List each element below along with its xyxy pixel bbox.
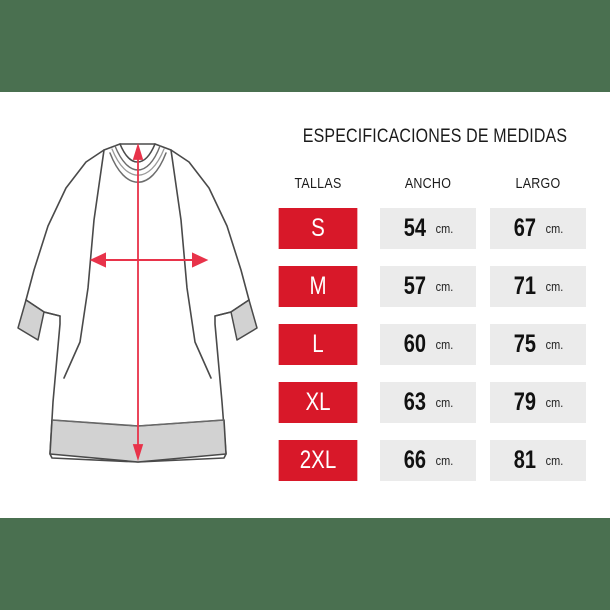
ancho-number: 60 bbox=[403, 330, 427, 358]
largo-number: 75 bbox=[513, 330, 537, 358]
ancho-unit: cm. bbox=[435, 221, 454, 236]
ancho-value-cell: 60 cm. bbox=[380, 324, 476, 365]
largo-value-cell: 79 cm. bbox=[490, 382, 586, 423]
top-letterbox-band bbox=[0, 0, 610, 92]
ancho-value-cell: 57 cm. bbox=[380, 266, 476, 307]
largo-number: 79 bbox=[513, 388, 537, 416]
size-badge[interactable]: M bbox=[278, 266, 358, 307]
largo-number: 67 bbox=[513, 214, 537, 242]
largo-value-cell: 81 cm. bbox=[490, 440, 586, 481]
largo-unit: cm. bbox=[545, 221, 564, 236]
bottom-letterbox-band bbox=[0, 518, 610, 610]
ancho-number: 54 bbox=[403, 214, 427, 242]
size-badge[interactable]: 2XL bbox=[278, 440, 358, 481]
ancho-unit: cm. bbox=[435, 453, 454, 468]
largo-unit: cm. bbox=[545, 337, 564, 352]
table-row[interactable]: L 60 cm. 75 cm. bbox=[268, 324, 602, 382]
page-title: ESPECIFICACIONES DE MEDIDAS bbox=[302, 126, 568, 147]
largo-unit: cm. bbox=[545, 453, 564, 468]
largo-unit: cm. bbox=[545, 279, 564, 294]
largo-value-cell: 67 cm. bbox=[490, 208, 586, 249]
ancho-number: 63 bbox=[403, 388, 427, 416]
column-header-ancho: ANCHO bbox=[404, 176, 452, 192]
table-row[interactable]: XL 63 cm. 79 cm. bbox=[268, 382, 602, 440]
sweatshirt-diagram bbox=[8, 102, 268, 502]
ancho-number: 66 bbox=[403, 446, 427, 474]
table-row[interactable]: M 57 cm. 71 cm. bbox=[268, 266, 602, 324]
size-chart-image: ‹ › bbox=[0, 92, 610, 518]
size-table: S 54 cm. 67 cm. M 57 cm. bbox=[268, 208, 602, 498]
column-header-tallas: TALLAS bbox=[294, 176, 342, 192]
ancho-value-cell: 63 cm. bbox=[380, 382, 476, 423]
ancho-value-cell: 54 cm. bbox=[380, 208, 476, 249]
largo-value-cell: 71 cm. bbox=[490, 266, 586, 307]
size-badge[interactable]: S bbox=[278, 208, 358, 249]
size-badge[interactable]: L bbox=[278, 324, 358, 365]
largo-number: 81 bbox=[513, 446, 537, 474]
table-row[interactable]: S 54 cm. 67 cm. bbox=[268, 208, 602, 266]
ancho-unit: cm. bbox=[435, 395, 454, 410]
ancho-unit: cm. bbox=[435, 337, 454, 352]
ancho-value-cell: 66 cm. bbox=[380, 440, 476, 481]
table-row[interactable]: 2XL 66 cm. 81 cm. bbox=[268, 440, 602, 498]
ancho-number: 57 bbox=[403, 272, 427, 300]
largo-number: 71 bbox=[513, 272, 537, 300]
size-badge[interactable]: XL bbox=[278, 382, 358, 423]
ancho-unit: cm. bbox=[435, 279, 454, 294]
largo-unit: cm. bbox=[545, 395, 564, 410]
column-header-largo: LARGO bbox=[515, 176, 561, 192]
measurement-spec-panel: ESPECIFICACIONES DE MEDIDAS TALLAS ANCHO… bbox=[268, 92, 602, 512]
largo-value-cell: 75 cm. bbox=[490, 324, 586, 365]
